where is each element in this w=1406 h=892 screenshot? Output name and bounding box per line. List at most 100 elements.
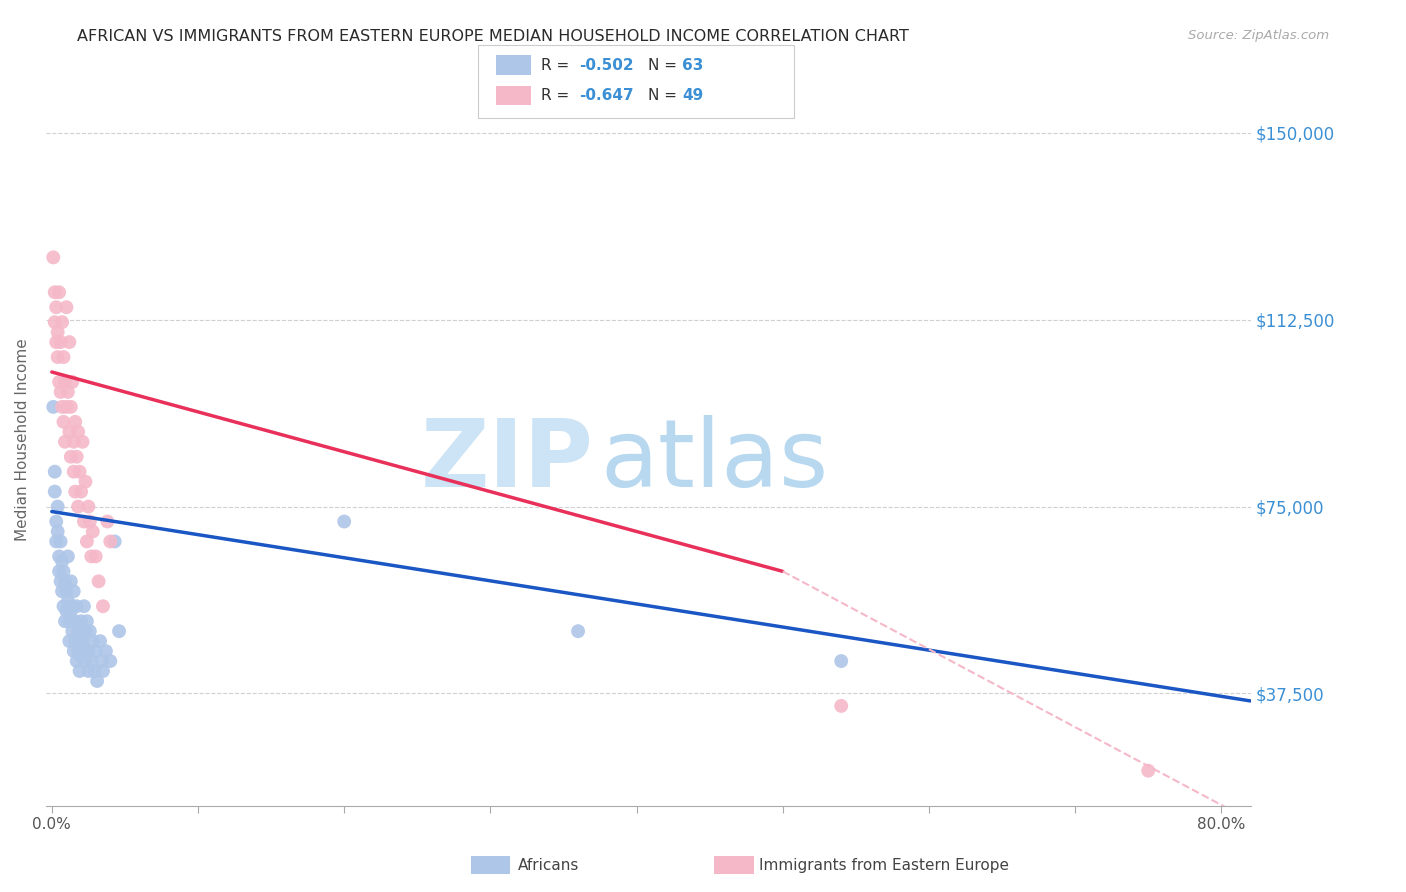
Point [72,434,94,449]
Point [45,300,67,314]
Point [75,624,97,639]
Point [94,644,117,658]
Point [60,599,83,614]
Point [44,465,66,479]
Point [58,335,80,350]
Text: Source: ZipAtlas.com: Source: ZipAtlas.com [1188,29,1329,43]
Point [77,664,100,678]
Point [63,634,86,648]
Point [91,599,114,614]
Point [42,251,65,265]
Text: -0.502: -0.502 [579,58,634,72]
Point [45,515,67,529]
Point [75,475,97,489]
Point [84,549,107,564]
Point [55,300,77,314]
Point [51,584,73,599]
Point [48,565,70,579]
Point [45,335,67,350]
Point [63,415,86,429]
Point [56,594,79,608]
Y-axis label: Median Household Income: Median Household Income [15,338,30,541]
Point [84,644,107,658]
Point [567,624,589,639]
Point [46,524,69,539]
Point [77,644,100,658]
Point [70,484,93,499]
Point [62,644,84,658]
Point [53,574,76,589]
Point [72,634,94,648]
Point [63,484,86,499]
Point [830,698,852,713]
Point [1137,764,1160,778]
Point [91,664,114,678]
Point [58,634,80,648]
Point [53,434,76,449]
Point [82,524,104,539]
Point [76,534,98,549]
Point [66,450,89,464]
Point [52,565,75,579]
Point [58,614,80,628]
Text: atlas: atlas [600,416,828,508]
Text: 49: 49 [682,88,703,103]
Point [104,534,127,549]
Point [60,624,83,639]
Point [44,285,66,300]
Text: ZIP: ZIP [422,416,595,508]
Point [56,549,79,564]
Point [66,654,89,668]
Point [58,425,80,439]
Point [52,415,75,429]
Point [80,549,103,564]
Text: -0.647: -0.647 [579,88,634,103]
Point [73,515,96,529]
Point [46,325,69,339]
Point [89,634,111,648]
Point [67,644,90,658]
Point [66,599,89,614]
Point [59,400,82,414]
Point [76,614,98,628]
Point [79,515,101,529]
Point [53,614,76,628]
Point [53,375,76,389]
Point [830,654,852,668]
Point [63,614,86,628]
Point [98,534,121,549]
Point [62,584,84,599]
Point [70,649,93,664]
Point [75,654,97,668]
Point [49,534,72,549]
Point [73,644,96,658]
Text: N =: N = [648,58,682,72]
Point [60,375,83,389]
Point [69,664,91,678]
Point [42,400,65,414]
Point [55,584,77,599]
Point [98,654,121,668]
Point [49,335,72,350]
Text: R =: R = [541,58,575,72]
Point [51,400,73,414]
Point [52,599,75,614]
Point [56,384,79,399]
Point [77,500,100,514]
Point [59,450,82,464]
Point [49,574,72,589]
Point [80,654,103,668]
Point [52,350,75,364]
Point [62,434,84,449]
Point [73,599,96,614]
Point [83,664,105,678]
Point [55,400,77,414]
Point [67,425,90,439]
Point [48,549,70,564]
Point [46,500,69,514]
Point [59,604,82,618]
Text: Africans: Africans [517,858,579,872]
Point [44,484,66,499]
Point [70,614,93,628]
Point [46,350,69,364]
